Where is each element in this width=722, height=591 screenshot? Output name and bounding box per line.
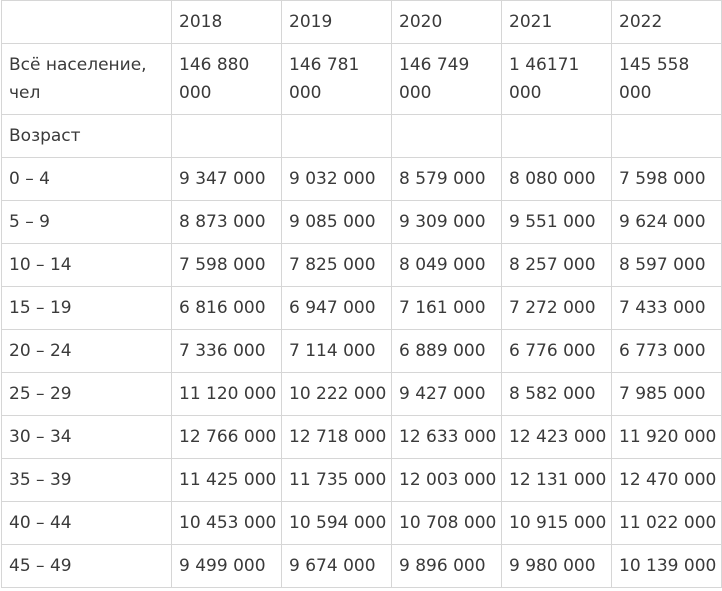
population-value-cell: 7 598 000 — [171, 243, 282, 287]
population-value-cell: 8 582 000 — [501, 372, 612, 416]
population-value-cell: 11 022 000 — [611, 501, 722, 545]
population-value-cell: 12 003 000 — [391, 458, 502, 502]
total-population-value: 146 880 000 — [171, 43, 282, 115]
population-value-cell: 9 674 000 — [281, 544, 392, 588]
population-value-cell: 12 470 000 — [611, 458, 722, 502]
table-row: 10 – 14 7 598 000 7 825 000 8 049 000 8 257 … — [1, 243, 722, 287]
age-range-cell: 25 – 29 — [1, 372, 172, 416]
age-range-cell: 45 – 49 — [1, 544, 172, 588]
total-population-value: 146 781 000 — [281, 43, 392, 115]
table-row: 20 – 24 7 336 000 7 114 000 6 889 000 6 776 … — [1, 329, 722, 373]
total-population-value: 146 749 000 — [391, 43, 502, 115]
population-value-cell: 8 049 000 — [391, 243, 502, 287]
population-value-cell: 7 433 000 — [611, 286, 722, 330]
total-population-row: Всё население, чел 146 880 000 146 781 0… — [1, 43, 722, 115]
total-population-value: 1 46171 000 — [501, 43, 612, 115]
population-value-cell: 8 257 000 — [501, 243, 612, 287]
header-corner-cell — [1, 0, 172, 44]
population-value-cell: 7 985 000 — [611, 372, 722, 416]
population-value-cell: 8 579 000 — [391, 157, 502, 201]
empty-cell — [611, 114, 722, 158]
population-value-cell: 6 776 000 — [501, 329, 612, 373]
age-range-cell: 0 – 4 — [1, 157, 172, 201]
population-value-cell: 11 120 000 — [171, 372, 282, 416]
population-value-cell: 11 920 000 — [611, 415, 722, 459]
table-row: 25 – 29 11 120 000 10 222 000 9 427 000 8 58… — [1, 372, 722, 416]
population-value-cell: 12 423 000 — [501, 415, 612, 459]
age-section-label: Возраст — [1, 114, 172, 158]
population-value-cell: 7 336 000 — [171, 329, 282, 373]
population-value-cell: 9 499 000 — [171, 544, 282, 588]
population-value-cell: 6 773 000 — [611, 329, 722, 373]
age-section-row: Возраст — [1, 114, 722, 158]
population-value-cell: 11 425 000 — [171, 458, 282, 502]
population-value-cell: 7 825 000 — [281, 243, 392, 287]
age-range-cell: 30 – 34 — [1, 415, 172, 459]
population-value-cell: 9 624 000 — [611, 200, 722, 244]
year-header: 2021 — [501, 0, 612, 44]
population-value-cell: 6 947 000 — [281, 286, 392, 330]
population-value-cell: 9 309 000 — [391, 200, 502, 244]
population-value-cell: 10 915 000 — [501, 501, 612, 545]
total-population-value: 145 558 000 — [611, 43, 722, 115]
year-header: 2020 — [391, 0, 502, 44]
population-value-cell: 7 272 000 — [501, 286, 612, 330]
header-row: 2018 2019 2020 2021 2022 — [1, 0, 722, 44]
population-value-cell: 10 594 000 — [281, 501, 392, 545]
population-value-cell: 9 085 000 — [281, 200, 392, 244]
population-value-cell: 10 139 000 — [611, 544, 722, 588]
age-range-cell: 10 – 14 — [1, 243, 172, 287]
year-header: 2022 — [611, 0, 722, 44]
table-row: 35 – 39 11 425 000 11 735 000 12 003 000 12 … — [1, 458, 722, 502]
population-value-cell: 9 980 000 — [501, 544, 612, 588]
empty-cell — [281, 114, 392, 158]
population-value-cell: 9 551 000 — [501, 200, 612, 244]
population-value-cell: 9 347 000 — [171, 157, 282, 201]
empty-cell — [501, 114, 612, 158]
table-row: 45 – 49 9 499 000 9 674 000 9 896 000 9 980 … — [1, 544, 722, 588]
year-header: 2019 — [281, 0, 392, 44]
population-value-cell: 8 873 000 — [171, 200, 282, 244]
population-value-cell: 9 896 000 — [391, 544, 502, 588]
age-range-cell: 40 – 44 — [1, 501, 172, 545]
table-row: 30 – 34 12 766 000 12 718 000 12 633 000 12 … — [1, 415, 722, 459]
year-header: 2018 — [171, 0, 282, 44]
population-value-cell: 12 766 000 — [171, 415, 282, 459]
table-row: 40 – 44 10 453 000 10 594 000 10 708 000 10 … — [1, 501, 722, 545]
population-value-cell: 11 735 000 — [281, 458, 392, 502]
population-value-cell: 8 080 000 — [501, 157, 612, 201]
population-value-cell: 9 427 000 — [391, 372, 502, 416]
population-value-cell: 7 161 000 — [391, 286, 502, 330]
age-range-cell: 20 – 24 — [1, 329, 172, 373]
population-value-cell: 8 597 000 — [611, 243, 722, 287]
population-value-cell: 10 222 000 — [281, 372, 392, 416]
total-population-label: Всё население, чел — [1, 43, 172, 115]
age-range-cell: 5 – 9 — [1, 200, 172, 244]
population-value-cell: 10 708 000 — [391, 501, 502, 545]
population-value-cell: 12 718 000 — [281, 415, 392, 459]
population-value-cell: 10 453 000 — [171, 501, 282, 545]
population-value-cell: 9 032 000 — [281, 157, 392, 201]
age-range-cell: 35 – 39 — [1, 458, 172, 502]
population-value-cell: 6 816 000 — [171, 286, 282, 330]
empty-cell — [391, 114, 502, 158]
population-value-cell: 12 131 000 — [501, 458, 612, 502]
population-value-cell: 12 633 000 — [391, 415, 502, 459]
empty-cell — [171, 114, 282, 158]
age-range-cell: 15 – 19 — [1, 286, 172, 330]
population-value-cell: 7 114 000 — [281, 329, 392, 373]
table-row: 15 – 19 6 816 000 6 947 000 7 161 000 7 272 … — [1, 286, 722, 330]
population-value-cell: 7 598 000 — [611, 157, 722, 201]
population-value-cell: 6 889 000 — [391, 329, 502, 373]
